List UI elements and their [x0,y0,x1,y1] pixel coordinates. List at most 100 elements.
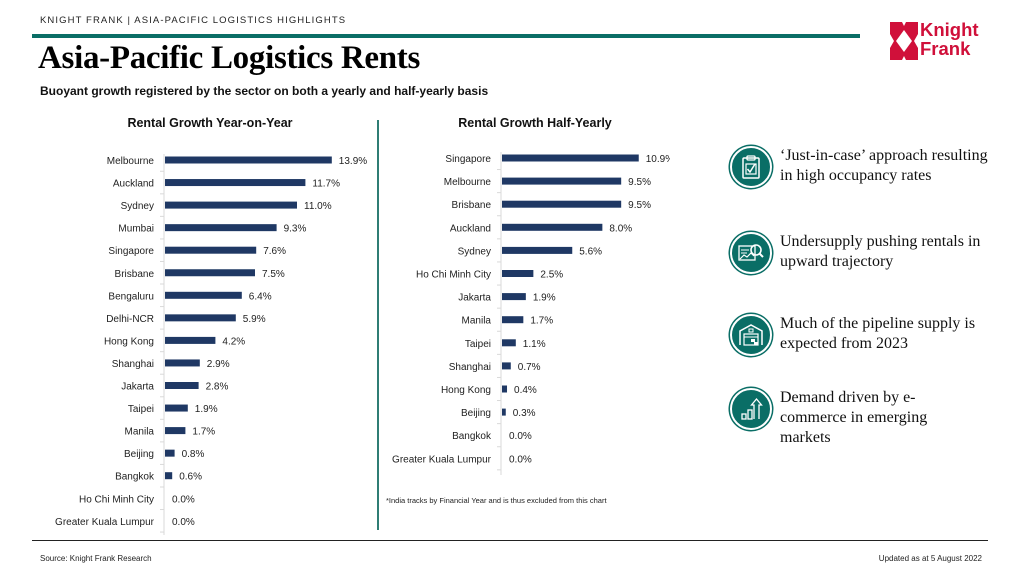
bar [502,246,573,254]
value-label: 10.9% [646,154,670,165]
updated-note: Updated as at 5 August 2022 [878,554,982,563]
category-label: Beijing [124,449,154,460]
category-label: Hong Kong [104,336,154,347]
page-subtitle: Buoyant growth registered by the sector … [40,84,489,98]
highlight-text: Much of the pipeline supply is expected … [780,315,976,352]
chart-half-yearly: Singapore 10.9% Melbourne 9.5% Brisbane 9.5% A… [392,152,670,475]
bar [502,408,506,416]
bar [165,427,186,435]
value-label: 1.7% [192,427,215,438]
value-label: 0.3% [513,408,536,419]
report-kicker: KNIGHT FRANK | ASIA-PACIFIC LOGISTICS HI… [40,15,347,26]
category-label: Bengaluru [108,291,154,302]
category-label: Greater Kuala Lumpur [55,517,155,528]
category-label: Bangkok [115,472,155,483]
value-label: 0.7% [518,362,541,373]
category-label: Melbourne [444,177,492,188]
category-label: Singapore [108,246,154,257]
bar [502,223,603,231]
category-label: Shanghai [112,359,154,370]
bar [165,359,200,367]
category-label: Auckland [113,179,154,190]
growth-arrow-icon [730,388,772,430]
category-label: Singapore [445,154,491,165]
knight-frank-logo: Knight Frank [890,20,1008,68]
bar [502,316,524,324]
chart-magnifier-icon [730,232,772,274]
bar [165,449,175,457]
value-label: 1.9% [533,293,556,304]
value-label: 6.4% [249,291,272,302]
category-label: Brisbane [115,269,155,280]
bar [502,339,516,347]
category-label: Taipei [128,404,154,415]
category-label: Ho Chi Minh City [79,494,154,505]
category-label: Melbourne [107,156,155,167]
value-label: 9.3% [284,224,307,235]
value-label: 2.9% [207,359,230,370]
category-label: Sydney [458,246,491,257]
bar [165,382,199,389]
value-label: 1.1% [523,339,546,350]
value-label: 0.4% [514,385,537,396]
highlight-item: Undersupply pushing rentals in upward tr… [730,232,1000,274]
category-label: Jakarta [458,293,491,304]
value-label: 5.9% [243,314,266,325]
category-label: Delhi-NCR [106,314,154,325]
bar [502,385,508,393]
bar [502,200,622,208]
bar [165,291,242,299]
value-label: 5.6% [579,246,602,257]
logo-line-2: Frank [920,38,971,59]
highlight-text: Undersupply pushing rentals in upward tr… [780,233,981,270]
bar [165,269,255,277]
category-label: Mumbai [118,224,154,235]
chart-yoy: Melbourne 13.9% Auckland 11.7% Sydney 11.0% Mu… [55,154,367,535]
value-label: 11.7% [312,179,340,190]
highlight-item: Much of the pipeline supply is expected … [730,314,1000,356]
bar [165,224,277,232]
header-rule [32,34,860,38]
category-label: Sydney [121,201,154,212]
chart-title-yoy: Rental Growth Year-on-Year [127,116,293,130]
chart-divider [377,120,379,530]
bar [502,362,511,370]
value-label: 9.5% [628,177,651,188]
footer-rule [32,540,988,541]
value-label: 0.0% [172,517,195,528]
chart-footnote: *India tracks by Financial Year and is t… [386,496,607,505]
value-label: 7.6% [263,246,286,257]
value-label: 0.8% [182,449,205,460]
page-title: Asia-Pacific Logistics Rents [38,40,421,76]
category-label: Ho Chi Minh City [416,270,491,281]
bar [165,314,236,322]
category-label: Jakarta [121,382,154,393]
value-label: 1.7% [530,316,553,327]
bar [502,177,622,185]
clipboard-check-icon [730,146,772,188]
value-label: 8.0% [609,223,632,234]
bar [165,472,173,480]
bar [165,336,216,344]
category-label: Beijing [461,408,491,419]
bar [165,179,306,187]
value-label: 2.5% [540,270,563,281]
category-label: Auckland [450,223,491,234]
bar [502,270,534,277]
bar [502,293,526,301]
value-label: 13.9% [339,156,367,167]
value-label: 0.0% [509,454,532,465]
value-label: 0.6% [179,472,202,483]
value-label: 11.0% [304,201,332,212]
value-label: 0.0% [509,431,532,442]
highlight-item: Demand driven by e-commerce in emerging … [730,388,980,448]
logo-wordmark: Knight Frank [920,20,979,58]
highlight-text: Demand driven by e-commerce in emerging … [780,389,928,446]
category-label: Brisbane [452,200,492,211]
value-label: 4.2% [222,336,245,347]
category-label: Manila [125,427,155,438]
value-label: 7.5% [262,269,285,280]
bar [165,404,188,412]
highlight-text: ‘Just-in-case’ approach resulting in hig… [780,147,988,184]
value-label: 9.5% [628,200,651,211]
